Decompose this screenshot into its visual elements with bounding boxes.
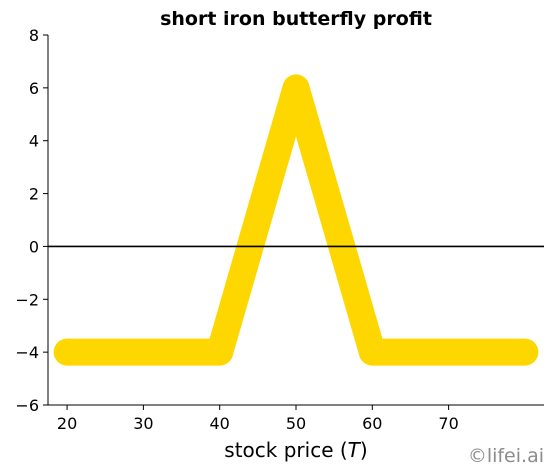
y-tick-label: 8 bbox=[29, 26, 39, 45]
x-tick-label: 20 bbox=[57, 414, 77, 433]
x-tick-label: 40 bbox=[210, 414, 230, 433]
watermark: ©lifei.ai bbox=[468, 445, 544, 467]
y-tick-label: −4 bbox=[15, 343, 39, 362]
y-tick-label: 6 bbox=[29, 79, 39, 98]
x-tick-label: 30 bbox=[133, 414, 153, 433]
plot-area bbox=[47, 35, 544, 406]
y-axis-ticks: 8 6 4 2 0 −2 −4 −6 bbox=[15, 26, 48, 415]
x-tick-label: 70 bbox=[438, 414, 458, 433]
y-tick-label: −2 bbox=[15, 290, 39, 309]
y-tick-label: −6 bbox=[15, 396, 39, 415]
x-axis-ticks: 20 30 40 50 60 70 bbox=[57, 405, 459, 433]
x-tick-label: 50 bbox=[286, 414, 306, 433]
y-tick-label: 2 bbox=[29, 185, 39, 204]
chart-title: short iron butterfly profit bbox=[160, 8, 432, 30]
profit-line-0 bbox=[53, 74, 539, 366]
x-axis-label: stock price (T) bbox=[224, 438, 367, 462]
y-tick-label: 4 bbox=[29, 132, 39, 151]
y-tick-label: 0 bbox=[29, 237, 39, 256]
x-tick-label: 60 bbox=[362, 414, 382, 433]
